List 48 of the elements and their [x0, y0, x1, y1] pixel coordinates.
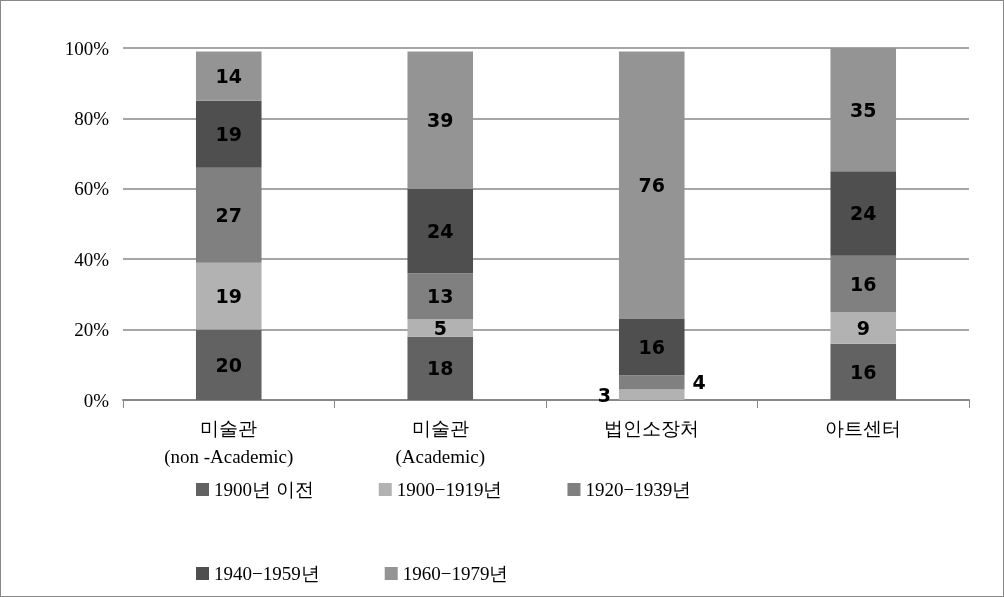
data-label: 5	[433, 316, 447, 339]
data-label: 27	[215, 204, 242, 227]
y-tick-label: 80%	[74, 107, 110, 129]
bar	[195, 51, 262, 101]
x-tick-label: 법인소장처	[604, 417, 700, 439]
x-tick-label: 아트센터	[825, 417, 902, 439]
bar	[195, 100, 262, 168]
data-label: 18	[427, 357, 454, 380]
data-label: 14	[215, 65, 242, 88]
y-tick-label: 60%	[74, 178, 110, 200]
data-label: 19	[215, 285, 242, 308]
data-label: 24	[427, 220, 454, 243]
y-tick-label: 100%	[64, 37, 110, 59]
bar	[830, 171, 897, 256]
legend-label: 1920−1939년	[585, 479, 692, 500]
y-tick-label: 0%	[83, 389, 110, 411]
bar	[407, 319, 474, 337]
x-tick-label: 미술관 (non -Academic)	[164, 417, 294, 468]
bar	[407, 336, 474, 400]
bar	[407, 188, 474, 274]
bar	[618, 389, 685, 400]
data-label: 19	[215, 123, 242, 146]
data-label: 24	[850, 202, 877, 225]
x-tick-label: 미술관 (Academic)	[395, 417, 486, 468]
data-label: 16	[638, 336, 665, 359]
y-tick-label: 40%	[74, 248, 110, 270]
bar	[830, 343, 897, 400]
y-tick-label: 20%	[74, 319, 110, 341]
data-label: 13	[427, 285, 454, 308]
data-label: 9	[856, 316, 870, 339]
bar	[195, 262, 262, 330]
legend-label: 1940−1959년	[214, 563, 320, 584]
legend-label: 1900년 이전	[214, 479, 314, 500]
data-label: 3	[597, 383, 611, 406]
data-label: 39	[427, 109, 454, 132]
bar	[618, 375, 685, 390]
data-label: 35	[850, 98, 877, 121]
bar	[618, 319, 685, 376]
data-label: 76	[638, 174, 665, 197]
bar	[830, 312, 897, 344]
data-label: 16	[850, 360, 877, 383]
data-label: 20	[215, 353, 242, 376]
legend-label: 1900−1919년	[396, 479, 503, 500]
data-label: 4	[692, 371, 706, 394]
bar	[195, 329, 262, 400]
bar	[407, 273, 474, 320]
data-label: 16	[850, 272, 877, 295]
legend-label: 1960−1979년	[402, 563, 509, 584]
